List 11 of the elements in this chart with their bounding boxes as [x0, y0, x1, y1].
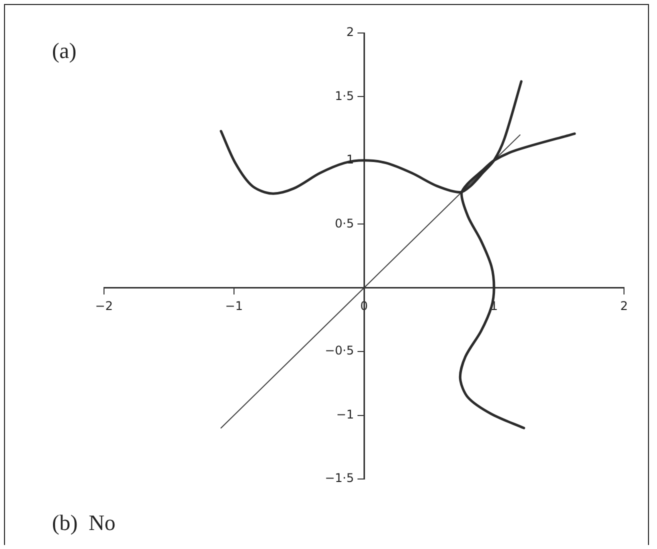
x-tick-label: −2 [95, 299, 113, 314]
y-tick-label: −1·5 [324, 471, 354, 486]
text: (a) [52, 38, 76, 63]
y-tick-label: −0·5 [324, 344, 354, 358]
y-tick-label: −1 [336, 407, 354, 422]
x-tick-label: −1 [225, 299, 243, 314]
x-tick-label: 2 [620, 299, 628, 314]
y-tick-label: 1·5 [334, 88, 354, 103]
y-tick-label: 0·5 [334, 216, 354, 230]
y-tick-label: 2 [346, 25, 354, 40]
text: (b) No [52, 510, 116, 535]
